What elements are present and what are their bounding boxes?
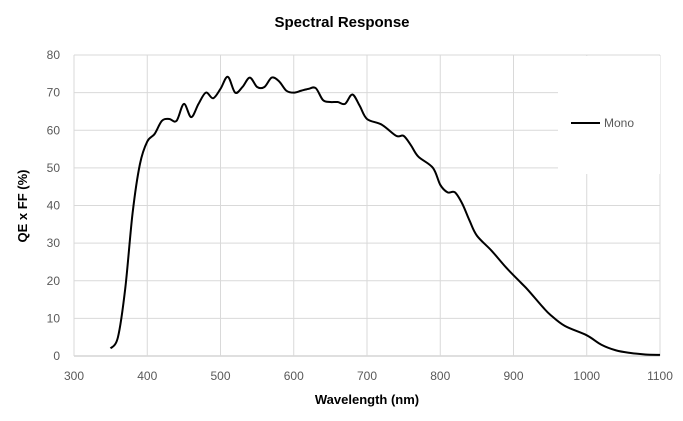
x-tick-label: 800 bbox=[430, 369, 450, 383]
x-tick-label: 700 bbox=[357, 369, 377, 383]
x-axis-label: Wavelength (nm) bbox=[315, 392, 419, 407]
y-axis-label: QE x FF (%) bbox=[15, 170, 30, 243]
y-tick-label: 0 bbox=[53, 349, 60, 363]
gridlines bbox=[73, 54, 661, 357]
y-tick-label: 20 bbox=[47, 274, 61, 288]
x-tick-label: 1100 bbox=[647, 369, 673, 383]
y-tick-label: 80 bbox=[47, 48, 61, 62]
x-tick-label: 1000 bbox=[573, 369, 600, 383]
y-tick-label: 50 bbox=[47, 161, 61, 175]
tick-labels: 0 10 20 30 40 50 60 70 80 300 400 500 600 700 800 900 10… bbox=[47, 48, 674, 383]
legend-box bbox=[558, 56, 660, 174]
y-tick-label: 30 bbox=[47, 236, 61, 250]
series-layer bbox=[109, 75, 661, 356]
y-tick-label: 10 bbox=[47, 311, 61, 325]
chart-title: Spectral Response bbox=[274, 14, 409, 31]
x-tick-label: 400 bbox=[137, 369, 157, 383]
x-tick-label: 300 bbox=[64, 369, 84, 383]
legend-label-mono: Mono bbox=[604, 116, 634, 130]
x-tick-label: 600 bbox=[284, 369, 304, 383]
y-tick-label: 40 bbox=[47, 199, 61, 213]
x-tick-label: 500 bbox=[210, 369, 230, 383]
y-tick-label: 60 bbox=[47, 123, 61, 137]
x-tick-label: 900 bbox=[503, 369, 523, 383]
series-line-mono bbox=[109, 75, 661, 356]
y-tick-label: 70 bbox=[47, 86, 61, 100]
